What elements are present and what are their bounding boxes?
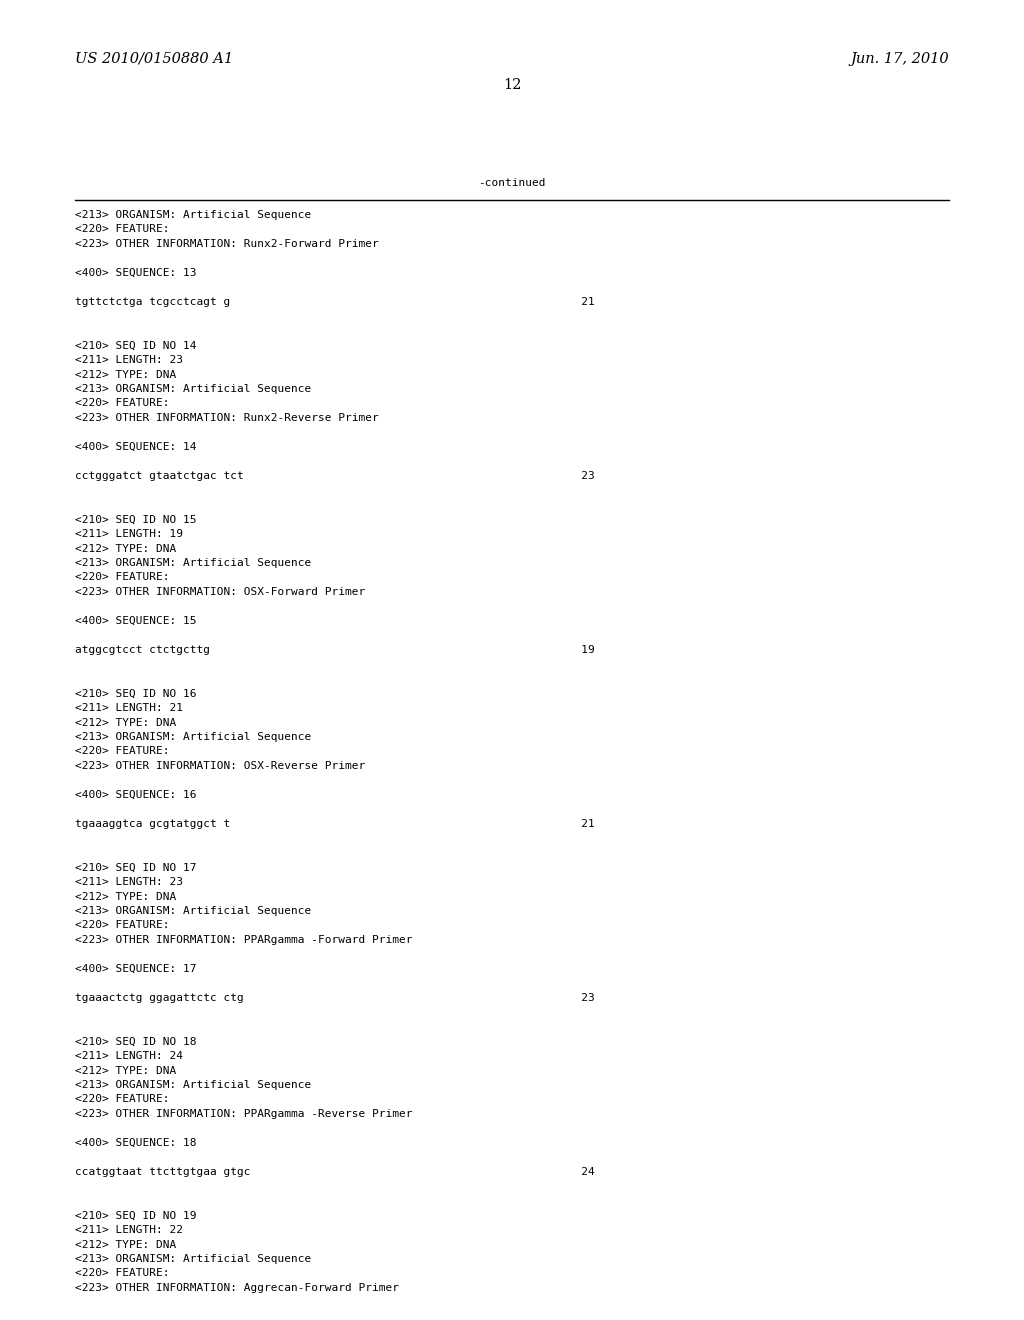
Text: -continued: -continued (478, 178, 546, 187)
Text: <400> SEQUENCE: 13: <400> SEQUENCE: 13 (75, 268, 197, 279)
Text: <211> LENGTH: 21: <211> LENGTH: 21 (75, 704, 183, 713)
Text: <223> OTHER INFORMATION: PPARgamma -Forward Primer: <223> OTHER INFORMATION: PPARgamma -Forw… (75, 935, 413, 945)
Text: <223> OTHER INFORMATION: Aggrecan-Forward Primer: <223> OTHER INFORMATION: Aggrecan-Forwar… (75, 1283, 399, 1294)
Text: <211> LENGTH: 19: <211> LENGTH: 19 (75, 529, 183, 539)
Text: atggcgtcct ctctgcttg                                                       19: atggcgtcct ctctgcttg 19 (75, 645, 595, 655)
Text: US 2010/0150880 A1: US 2010/0150880 A1 (75, 51, 233, 66)
Text: <211> LENGTH: 23: <211> LENGTH: 23 (75, 876, 183, 887)
Text: <223> OTHER INFORMATION: OSX-Forward Primer: <223> OTHER INFORMATION: OSX-Forward Pri… (75, 587, 366, 597)
Text: <212> TYPE: DNA: <212> TYPE: DNA (75, 544, 176, 553)
Text: <400> SEQUENCE: 18: <400> SEQUENCE: 18 (75, 1138, 197, 1148)
Text: <223> OTHER INFORMATION: Runx2-Reverse Primer: <223> OTHER INFORMATION: Runx2-Reverse P… (75, 413, 379, 422)
Text: tgttctctga tcgcctcagt g                                                    21: tgttctctga tcgcctcagt g 21 (75, 297, 595, 308)
Text: <213> ORGANISM: Artificial Sequence: <213> ORGANISM: Artificial Sequence (75, 906, 311, 916)
Text: <400> SEQUENCE: 14: <400> SEQUENCE: 14 (75, 442, 197, 451)
Text: 12: 12 (503, 78, 521, 92)
Text: <210> SEQ ID NO 14: <210> SEQ ID NO 14 (75, 341, 197, 351)
Text: <213> ORGANISM: Artificial Sequence: <213> ORGANISM: Artificial Sequence (75, 558, 311, 568)
Text: <213> ORGANISM: Artificial Sequence: <213> ORGANISM: Artificial Sequence (75, 1080, 311, 1090)
Text: <400> SEQUENCE: 17: <400> SEQUENCE: 17 (75, 964, 197, 974)
Text: <212> TYPE: DNA: <212> TYPE: DNA (75, 891, 176, 902)
Text: <400> SEQUENCE: 16: <400> SEQUENCE: 16 (75, 789, 197, 800)
Text: <210> SEQ ID NO 18: <210> SEQ ID NO 18 (75, 1036, 197, 1047)
Text: <212> TYPE: DNA: <212> TYPE: DNA (75, 370, 176, 380)
Text: <213> ORGANISM: Artificial Sequence: <213> ORGANISM: Artificial Sequence (75, 384, 311, 393)
Text: <220> FEATURE:: <220> FEATURE: (75, 399, 170, 408)
Text: tgaaaggtca gcgtatggct t                                                    21: tgaaaggtca gcgtatggct t 21 (75, 818, 595, 829)
Text: <210> SEQ ID NO 15: <210> SEQ ID NO 15 (75, 515, 197, 524)
Text: <213> ORGANISM: Artificial Sequence: <213> ORGANISM: Artificial Sequence (75, 733, 311, 742)
Text: <223> OTHER INFORMATION: OSX-Reverse Primer: <223> OTHER INFORMATION: OSX-Reverse Pri… (75, 762, 366, 771)
Text: <211> LENGTH: 22: <211> LENGTH: 22 (75, 1225, 183, 1236)
Text: ccatggtaat ttcttgtgaa gtgc                                                 24: ccatggtaat ttcttgtgaa gtgc 24 (75, 1167, 595, 1177)
Text: <212> TYPE: DNA: <212> TYPE: DNA (75, 718, 176, 727)
Text: <220> FEATURE:: <220> FEATURE: (75, 573, 170, 582)
Text: <223> OTHER INFORMATION: Runx2-Forward Primer: <223> OTHER INFORMATION: Runx2-Forward P… (75, 239, 379, 249)
Text: <213> ORGANISM: Artificial Sequence: <213> ORGANISM: Artificial Sequence (75, 210, 311, 220)
Text: <212> TYPE: DNA: <212> TYPE: DNA (75, 1065, 176, 1076)
Text: <210> SEQ ID NO 19: <210> SEQ ID NO 19 (75, 1210, 197, 1221)
Text: <220> FEATURE:: <220> FEATURE: (75, 1269, 170, 1279)
Text: <213> ORGANISM: Artificial Sequence: <213> ORGANISM: Artificial Sequence (75, 1254, 311, 1265)
Text: <211> LENGTH: 24: <211> LENGTH: 24 (75, 1051, 183, 1061)
Text: <211> LENGTH: 23: <211> LENGTH: 23 (75, 355, 183, 366)
Text: cctgggatct gtaatctgac tct                                                  23: cctgggatct gtaatctgac tct 23 (75, 471, 595, 480)
Text: Jun. 17, 2010: Jun. 17, 2010 (850, 51, 949, 66)
Text: <220> FEATURE:: <220> FEATURE: (75, 747, 170, 756)
Text: <210> SEQ ID NO 17: <210> SEQ ID NO 17 (75, 862, 197, 873)
Text: <220> FEATURE:: <220> FEATURE: (75, 920, 170, 931)
Text: <400> SEQUENCE: 15: <400> SEQUENCE: 15 (75, 616, 197, 626)
Text: <210> SEQ ID NO 16: <210> SEQ ID NO 16 (75, 689, 197, 698)
Text: <212> TYPE: DNA: <212> TYPE: DNA (75, 1239, 176, 1250)
Text: <220> FEATURE:: <220> FEATURE: (75, 224, 170, 235)
Text: <223> OTHER INFORMATION: PPARgamma -Reverse Primer: <223> OTHER INFORMATION: PPARgamma -Reve… (75, 1109, 413, 1119)
Text: tgaaactctg ggagattctc ctg                                                  23: tgaaactctg ggagattctc ctg 23 (75, 993, 595, 1003)
Text: <220> FEATURE:: <220> FEATURE: (75, 1094, 170, 1105)
